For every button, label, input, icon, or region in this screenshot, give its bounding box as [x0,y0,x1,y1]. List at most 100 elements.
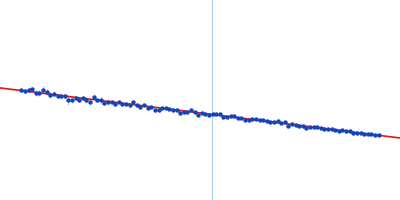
Point [148,105,154,108]
Point [159,106,165,110]
Point [256,119,263,122]
Point [101,102,108,105]
Point [224,115,230,118]
Point [155,108,162,111]
Point [368,133,374,136]
Point [213,112,220,115]
Point [285,125,292,128]
Point [87,100,93,103]
Point [108,100,115,103]
Point [94,99,100,102]
Point [271,120,277,123]
Point [364,132,371,135]
Point [22,90,28,93]
Point [180,110,187,113]
Point [130,100,136,103]
Point [184,110,190,114]
Point [177,111,183,114]
Point [98,99,104,102]
Point [144,107,151,110]
Point [33,91,39,94]
Point [210,112,216,115]
Point [282,121,288,124]
Point [339,129,346,132]
Point [195,113,201,117]
Point [44,91,50,94]
Point [123,103,129,106]
Point [361,133,367,136]
Point [372,133,378,136]
Point [83,99,90,102]
Point [354,131,360,134]
Point [188,109,194,112]
Point [235,117,241,120]
Point [296,124,302,127]
Point [274,120,281,123]
Point [220,115,227,118]
Point [36,92,43,95]
Point [152,109,158,112]
Point [303,126,310,129]
Point [307,125,313,128]
Point [321,128,328,131]
Point [350,131,356,134]
Point [80,96,86,99]
Point [191,110,198,113]
Point [242,118,248,121]
Point [202,113,209,116]
Point [69,99,75,102]
Point [264,119,270,123]
Point [116,101,122,104]
Point [65,98,72,102]
Point [328,127,335,130]
Point [375,134,382,137]
Point [54,94,61,98]
Point [170,108,176,111]
Point [249,117,256,120]
Point [173,109,180,112]
Point [231,115,238,118]
Point [62,94,68,97]
Point [126,104,133,107]
Point [278,122,284,125]
Point [112,103,118,106]
Point [58,95,64,98]
Point [314,125,320,128]
Point [105,101,111,104]
Point [26,89,32,92]
Point [332,128,338,131]
Point [300,124,306,127]
Point [357,132,364,135]
Point [72,97,79,100]
Point [289,122,295,125]
Point [18,88,25,91]
Point [318,127,324,130]
Point [119,103,126,106]
Point [199,111,205,114]
Point [238,117,245,120]
Point [346,129,353,133]
Point [51,92,57,95]
Point [292,123,299,126]
Point [310,125,317,128]
Point [134,103,140,107]
Point [246,119,252,122]
Point [343,130,349,133]
Point [47,94,54,97]
Point [217,113,223,116]
Point [253,117,259,120]
Point [90,95,97,99]
Point [40,89,46,92]
Point [137,106,144,109]
Point [206,113,212,117]
Point [76,98,82,101]
Point [325,128,331,131]
Point [141,103,147,106]
Point [162,106,169,109]
Point [336,129,342,132]
Point [260,118,266,121]
Point [166,107,172,110]
Point [29,87,36,90]
Point [267,121,274,124]
Point [228,115,234,118]
